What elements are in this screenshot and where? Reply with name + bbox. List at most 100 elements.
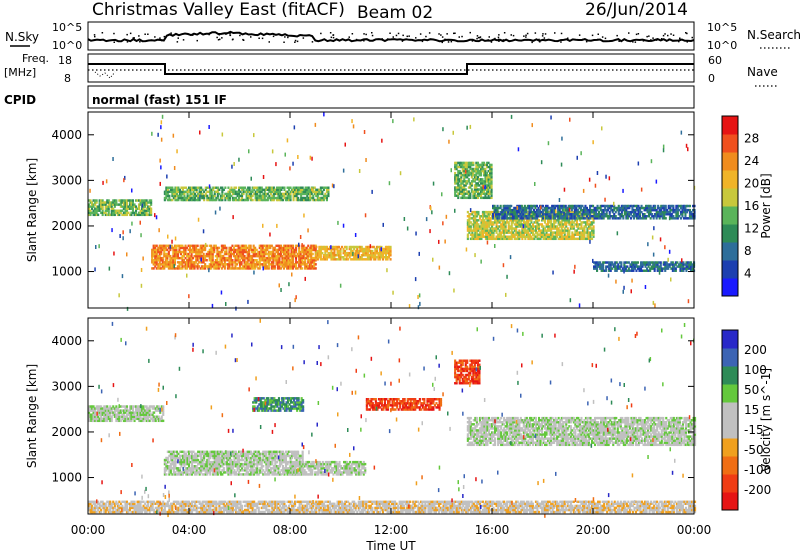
heatmap-cell-f0 — [107, 213, 110, 217]
heatmap-cell-f0 — [144, 213, 147, 217]
heatmap-cell-f7 — [650, 261, 653, 264]
heatmap-cell-f2 — [309, 190, 312, 194]
heatmap-cell-f6 — [505, 208, 508, 212]
heatmap-cell-f1 — [170, 267, 173, 270]
heatmap-cell-f2 — [272, 188, 275, 192]
heatmap-cell-f0 — [142, 203, 145, 206]
heatmap-cell-f5 — [527, 229, 530, 232]
heatmap-cell-f1 — [255, 252, 258, 256]
heatmap-cell-f7 — [685, 269, 688, 272]
heatmap-cell-f2 — [236, 190, 239, 194]
heatmap-cell-f0 — [135, 211, 138, 215]
heatmap-cell-f3 — [331, 251, 335, 255]
heatmap-cell-f3 — [321, 245, 324, 249]
heatmap-cell-f5 — [568, 237, 571, 241]
heatmap-cell-f1 — [173, 259, 177, 262]
heatmap-cell-f0 — [98, 205, 101, 208]
noise-dot — [113, 32, 115, 35]
heatmap-cell-f1 — [299, 254, 302, 258]
heatmap-cell-f0 — [91, 417, 94, 421]
heatmap-cell-f3 — [365, 258, 368, 261]
heatmap-cell-f6 — [599, 213, 602, 216]
heatmap-cell-f4 — [481, 169, 484, 173]
heatmap-cell-f2 — [183, 194, 186, 198]
heatmap-cell-f5 — [571, 233, 574, 236]
heatmap-cell-f3 — [362, 251, 365, 255]
heatmap-cell-f1 — [204, 246, 207, 250]
heatmap-cell-f2 — [288, 198, 291, 202]
heatmap-cell-f1 — [299, 250, 302, 254]
heatmap-speckle — [269, 232, 271, 237]
heatmap-cell-f1 — [152, 246, 155, 250]
heatmap-cell-f1 — [302, 263, 305, 266]
heatmap-cell-f5 — [484, 231, 488, 234]
heatmap-cell-f7 — [688, 265, 691, 268]
heatmap-cell-f5 — [488, 237, 491, 241]
heatmap-cell-f1 — [287, 259, 290, 262]
heatmap-cell-f1 — [275, 248, 278, 252]
heatmap-cell-f1 — [290, 244, 293, 248]
heatmap-cell-f2 — [183, 198, 186, 202]
heatmap-cell-f5 — [491, 223, 494, 226]
heatmap-cell-f0 — [127, 199, 130, 202]
heatmap-cell-f1 — [276, 248, 280, 252]
heatmap-cell-f5 — [481, 225, 485, 228]
heatmap-cell-f1 — [204, 254, 207, 258]
heatmap-cell-f1 — [187, 259, 190, 262]
heatmap-cell-f3 — [389, 247, 392, 251]
heatmap-cell-f2 — [210, 198, 213, 202]
heatmap-cell-f7 — [662, 267, 665, 270]
heatmap-cell-f0 — [133, 205, 136, 208]
heatmap-cell-f1 — [289, 246, 292, 250]
heatmap-cell-f1 — [158, 248, 161, 252]
heatmap-cell-f1 — [210, 263, 213, 266]
heatmap-speckle — [652, 300, 655, 305]
heatmap-cell-f3 — [347, 258, 350, 261]
heatmap-cell-f2 — [171, 194, 174, 198]
heatmap-cell-f0 — [97, 213, 100, 217]
heatmap-cell-f1 — [304, 248, 307, 252]
heatmap-cell-f5 — [480, 229, 483, 232]
heatmap-cell-f1 — [295, 265, 298, 268]
heatmap-cell-f0 — [92, 213, 95, 217]
noise-dot — [503, 32, 506, 34]
heatmap-cell-f1 — [213, 250, 216, 254]
heatmap-cell-f4 — [490, 165, 493, 169]
heatmap-cell-f7 — [600, 263, 603, 266]
heatmap-cell-f0 — [142, 209, 145, 212]
heatmap-cell-f6 — [593, 210, 596, 214]
heatmap-cell-f0 — [147, 209, 150, 212]
heatmap-speckle — [441, 192, 443, 197]
heatmap-cell-f1 — [196, 252, 199, 256]
heatmap-speckle — [442, 221, 444, 226]
heatmap-cell-f1 — [249, 259, 252, 262]
heatmap-cell-f1 — [240, 252, 243, 256]
heatmap-cell-f1 — [254, 267, 257, 270]
heatmap-cell-f5 — [527, 225, 530, 228]
heatmap-cell-f3 — [328, 256, 332, 259]
heatmap-cell-f1 — [210, 267, 213, 270]
heatmap-cell-f7 — [593, 267, 596, 270]
heatmap-cell-f6 — [522, 213, 525, 216]
heatmap-cell-f5 — [542, 225, 545, 228]
heatmap-cell-f2 — [207, 190, 210, 194]
heatmap-cell-f6 — [652, 206, 655, 210]
heatmap-cell-f2 — [272, 198, 275, 202]
heatmap-cell-f1 — [278, 246, 281, 250]
heatmap-cell-f1 — [249, 246, 252, 250]
heatmap-cell-f4 — [464, 163, 467, 167]
heatmap-cell-f2 — [259, 190, 262, 194]
heatmap-cell-f1 — [169, 261, 172, 264]
heatmap-cell-f1 — [246, 256, 249, 260]
heatmap-cell-f1 — [170, 256, 173, 260]
heatmap-cell-f1 — [211, 259, 214, 262]
heatmap-cell-f3 — [339, 258, 342, 261]
heatmap-cell-f6 — [639, 206, 642, 210]
heatmap-cell-f1 — [231, 261, 234, 264]
heatmap-cell-f4 — [485, 190, 489, 193]
heatmap-cell-f5 — [581, 221, 585, 224]
heatmap-cell-f6 — [563, 215, 566, 218]
heatmap-cell-f3 — [383, 249, 386, 253]
heatmap-cell-f5 — [498, 237, 501, 241]
heatmap-cell-f0 — [109, 205, 112, 208]
